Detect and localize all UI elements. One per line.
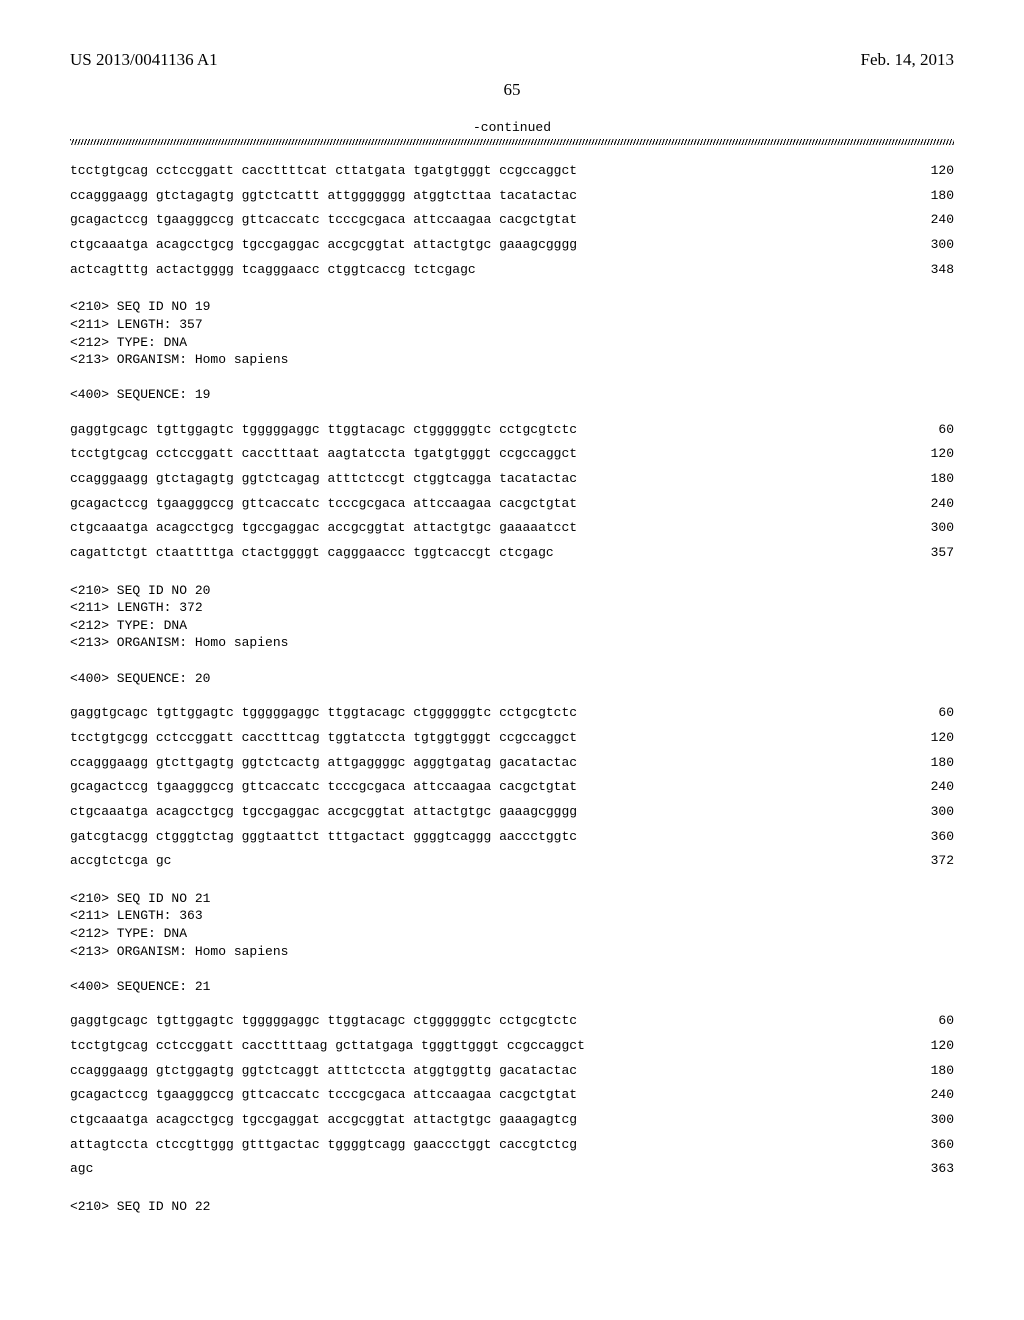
sequence-row: ccagggaagg gtcttgagtg ggtctcactg attgagg… (70, 751, 954, 776)
sequence-position: 300 (896, 1108, 954, 1133)
separator-line (70, 139, 954, 145)
sequence-text: accgtctcga gc (70, 849, 171, 874)
sequence-row: gaggtgcagc tgttggagtc tgggggaggc ttggtac… (70, 418, 954, 443)
sequence-text: attagtccta ctccgttggg gtttgactac tggggtc… (70, 1133, 577, 1158)
sequence-row: accgtctcga gc 372 (70, 849, 954, 874)
sequence-row: ccagggaagg gtctagagtg ggtctcagag atttctc… (70, 467, 954, 492)
sequence-row: gcagactccg tgaagggccg gttcaccatc tcccgcg… (70, 208, 954, 233)
sequence-row: actcagtttg actactgggg tcagggaacc ctggtca… (70, 258, 954, 283)
sequence-text: gatcgtacgg ctgggtctag gggtaattct tttgact… (70, 825, 577, 850)
sequence-row: ctgcaaatga acagcctgcg tgccgaggat accgcgg… (70, 1108, 954, 1133)
sequence-position: 300 (896, 800, 954, 825)
sequence-position: 60 (896, 418, 954, 443)
sequence-text: tcctgtgcgg cctccggatt cacctttcag tggtatc… (70, 726, 577, 751)
publication-date: Feb. 14, 2013 (861, 50, 955, 70)
sequence-position: 300 (896, 233, 954, 258)
sequence-position: 357 (896, 541, 954, 566)
continued-label: -continued (70, 120, 954, 135)
sequence-row: attagtccta ctccgttggg gtttgactac tggggtc… (70, 1133, 954, 1158)
sequence-position: 180 (896, 1059, 954, 1084)
sequence-row: gcagactccg tgaagggccg gttcaccatc tcccgcg… (70, 1083, 954, 1108)
sequence-position: 240 (896, 208, 954, 233)
sequence-position: 120 (896, 442, 954, 467)
sequence-row: cagattctgt ctaattttga ctactggggt cagggaa… (70, 541, 954, 566)
sequence-metadata: <210> SEQ ID NO 20 <211> LENGTH: 372 <21… (70, 582, 954, 687)
sequence-position: 348 (896, 258, 954, 283)
sequence-row: ctgcaaatga acagcctgcg tgccgaggac accgcgg… (70, 516, 954, 541)
sequence-position: 372 (896, 849, 954, 874)
sequence-position: 120 (896, 1034, 954, 1059)
sequence-metadata: <210> SEQ ID NO 21 <211> LENGTH: 363 <21… (70, 890, 954, 995)
sequence-text: ccagggaagg gtcttgagtg ggtctcactg attgagg… (70, 751, 577, 776)
sequence-position: 300 (896, 516, 954, 541)
sequence-position: 180 (896, 184, 954, 209)
sequence-position: 120 (896, 726, 954, 751)
sequence-text: gaggtgcagc tgttggagtc tgggggaggc ttggtac… (70, 1009, 577, 1034)
sequence-position: 240 (896, 775, 954, 800)
sequence-text: ctgcaaatga acagcctgcg tgccgaggac accgcgg… (70, 800, 577, 825)
sequence-row: tcctgtgcag cctccggatt caccttttaag gcttat… (70, 1034, 954, 1059)
sequence-text: tcctgtgcag cctccggatt caccttttaag gcttat… (70, 1034, 585, 1059)
sequence-text: gcagactccg tgaagggccg gttcaccatc tcccgcg… (70, 1083, 577, 1108)
page-header: US 2013/0041136 A1 Feb. 14, 2013 (70, 50, 954, 70)
sequence-position: 60 (896, 701, 954, 726)
sequence-metadata: <210> SEQ ID NO 19 <211> LENGTH: 357 <21… (70, 298, 954, 403)
sequence-position: 180 (896, 467, 954, 492)
sequence-text: tcctgtgcag cctccggatt cacctttaat aagtatc… (70, 442, 577, 467)
sequence-text: ccagggaagg gtctagagtg ggtctcattt attgggg… (70, 184, 577, 209)
sequence-row: agc 363 (70, 1157, 954, 1182)
sequence-position: 360 (896, 1133, 954, 1158)
page-number: 65 (70, 80, 954, 100)
sequence-row: gcagactccg tgaagggccg gttcaccatc tcccgcg… (70, 775, 954, 800)
sequence-text: ctgcaaatga acagcctgcg tgccgaggat accgcgg… (70, 1108, 577, 1133)
sequence-row: ctgcaaatga acagcctgcg tgccgaggac accgcgg… (70, 800, 954, 825)
sequence-position: 360 (896, 825, 954, 850)
sequence-text: ccagggaagg gtctggagtg ggtctcaggt atttctc… (70, 1059, 577, 1084)
sequence-position: 120 (896, 159, 954, 184)
sequence-text: gaggtgcagc tgttggagtc tgggggaggc ttggtac… (70, 701, 577, 726)
page-container: US 2013/0041136 A1 Feb. 14, 2013 65 -con… (0, 0, 1024, 1256)
sequence-row: gatcgtacgg ctgggtctag gggtaattct tttgact… (70, 825, 954, 850)
sequence-text: tcctgtgcag cctccggatt caccttttcat cttatg… (70, 159, 577, 184)
sequence-text: gcagactccg tgaagggccg gttcaccatc tcccgcg… (70, 775, 577, 800)
sequence-text: ccagggaagg gtctagagtg ggtctcagag atttctc… (70, 467, 577, 492)
sequence-row: tcctgtgcag cctccggatt caccttttcat cttatg… (70, 159, 954, 184)
sequence-text: ctgcaaatga acagcctgcg tgccgaggac accgcgg… (70, 233, 577, 258)
sequence-text: agc (70, 1157, 93, 1182)
sequence-block: gaggtgcagc tgttggagtc tgggggaggc ttggtac… (70, 418, 954, 566)
sequence-position: 240 (896, 1083, 954, 1108)
sequence-row: ccagggaagg gtctagagtg ggtctcattt attgggg… (70, 184, 954, 209)
sequence-block: gaggtgcagc tgttggagtc tgggggaggc ttggtac… (70, 701, 954, 874)
sequence-row: ccagggaagg gtctggagtg ggtctcaggt atttctc… (70, 1059, 954, 1084)
sequence-position: 240 (896, 492, 954, 517)
sequence-text: cagattctgt ctaattttga ctactggggt cagggaa… (70, 541, 554, 566)
publication-number: US 2013/0041136 A1 (70, 50, 218, 70)
sequence-text: ctgcaaatga acagcctgcg tgccgaggac accgcgg… (70, 516, 577, 541)
sequence-listing-body: tcctgtgcag cctccggatt caccttttcat cttatg… (70, 159, 954, 1216)
sequence-row: ctgcaaatga acagcctgcg tgccgaggac accgcgg… (70, 233, 954, 258)
sequence-metadata: <210> SEQ ID NO 22 (70, 1198, 954, 1216)
sequence-position: 363 (896, 1157, 954, 1182)
sequence-text: gcagactccg tgaagggccg gttcaccatc tcccgcg… (70, 492, 577, 517)
sequence-row: gcagactccg tgaagggccg gttcaccatc tcccgcg… (70, 492, 954, 517)
sequence-row: gaggtgcagc tgttggagtc tgggggaggc ttggtac… (70, 701, 954, 726)
sequence-text: gcagactccg tgaagggccg gttcaccatc tcccgcg… (70, 208, 577, 233)
sequence-text: gaggtgcagc tgttggagtc tgggggaggc ttggtac… (70, 418, 577, 443)
sequence-position: 180 (896, 751, 954, 776)
sequence-row: tcctgtgcag cctccggatt cacctttaat aagtatc… (70, 442, 954, 467)
sequence-block: tcctgtgcag cctccggatt caccttttcat cttatg… (70, 159, 954, 282)
sequence-position: 60 (896, 1009, 954, 1034)
sequence-row: gaggtgcagc tgttggagtc tgggggaggc ttggtac… (70, 1009, 954, 1034)
sequence-row: tcctgtgcgg cctccggatt cacctttcag tggtatc… (70, 726, 954, 751)
sequence-block: gaggtgcagc tgttggagtc tgggggaggc ttggtac… (70, 1009, 954, 1182)
sequence-text: actcagtttg actactgggg tcagggaacc ctggtca… (70, 258, 476, 283)
